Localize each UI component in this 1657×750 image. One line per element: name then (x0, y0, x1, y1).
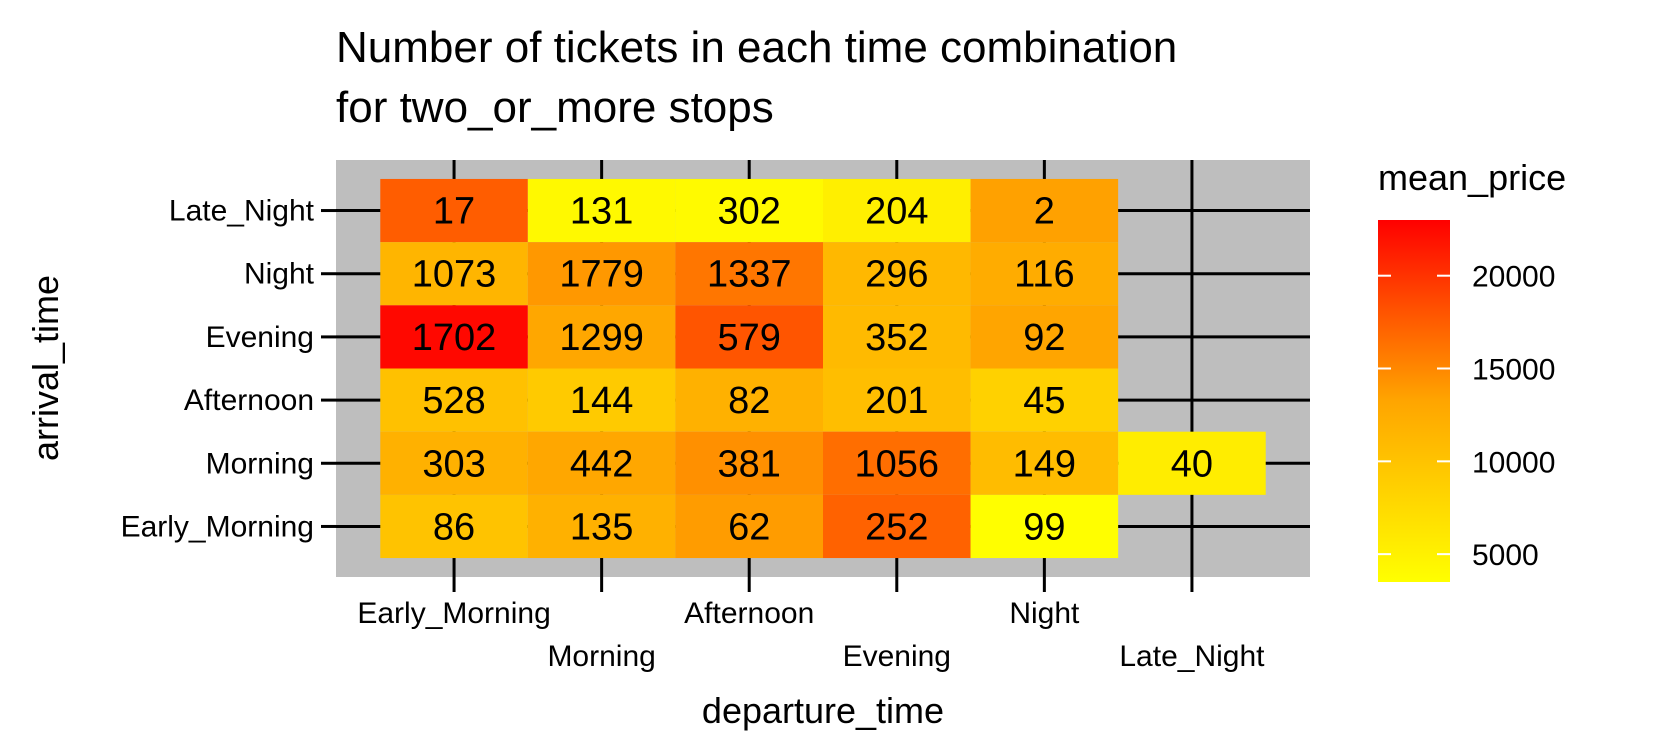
heatmap-cell (675, 242, 823, 306)
y-tick-label: Evening (206, 321, 314, 354)
cell-count-label: 99 (1023, 506, 1065, 548)
heatmap-cell (970, 305, 1119, 369)
heatmap-cell (380, 431, 528, 495)
heatmap-cell (970, 431, 1119, 495)
heatmap-cell (1118, 431, 1266, 495)
x-tick-label: Early_Morning (357, 597, 550, 630)
cell-count-label: 303 (422, 443, 485, 485)
cell-count-label: 1702 (412, 317, 497, 359)
legend-tick-label: 15000 (1472, 354, 1555, 387)
x-tick-label: Night (1009, 597, 1080, 630)
legend-title: mean_price (1378, 157, 1566, 198)
cell-count-label: 144 (570, 380, 633, 422)
cell-count-label: 45 (1023, 380, 1065, 422)
legend-tick-label: 20000 (1472, 261, 1555, 294)
y-tick-label: Night (244, 258, 315, 291)
x-tick-label: Late_Night (1119, 640, 1265, 673)
heatmap-cell (823, 368, 971, 432)
legend-ticks: 5000 10000 15000 20000 (1378, 261, 1555, 572)
heatmap-cell (380, 242, 528, 306)
cell-count-label: 381 (718, 443, 781, 485)
heatmap-cell (380, 494, 528, 559)
cell-count-label: 116 (1014, 254, 1075, 296)
heatmap-cell (675, 305, 823, 369)
heatmap-cell (527, 305, 676, 369)
heatmap-cell (823, 431, 971, 495)
cell-count-label: 442 (570, 443, 633, 485)
chart-subtitle: for two_or_more stops (336, 83, 774, 132)
heatmap-cell (675, 178, 823, 243)
cell-count-label: 579 (718, 317, 781, 359)
cell-count-label: 92 (1023, 317, 1065, 359)
cell-count-label: 201 (865, 380, 928, 422)
heatmap-cell (527, 242, 676, 306)
cell-count-label: 149 (1013, 443, 1076, 485)
heatmap-cell (380, 178, 528, 243)
heatmap-cell (970, 242, 1119, 306)
y-axis-title: arrival_time (25, 275, 66, 461)
cell-count-label: 82 (728, 380, 770, 422)
heatmap-cell (823, 305, 971, 369)
heatmap-cell (823, 178, 971, 243)
legend-tick-label: 5000 (1472, 539, 1539, 572)
cell-count-label: 296 (865, 254, 928, 296)
heatmap-cell (970, 368, 1119, 432)
y-tick-label: Afternoon (184, 384, 314, 417)
y-tick-label: Morning (206, 447, 314, 480)
heatmap-cell (675, 368, 823, 432)
cell-count-label: 1337 (707, 254, 792, 296)
heatmap-cell (527, 431, 676, 495)
heatmap-cell (380, 368, 528, 432)
cell-count-label: 1779 (559, 254, 644, 296)
legend-tick-label: 10000 (1472, 446, 1555, 479)
heatmap-cell (675, 431, 823, 495)
cell-count-label: 352 (865, 317, 928, 359)
cell-count-label: 135 (570, 506, 633, 548)
cell-count-label: 1299 (559, 317, 644, 359)
cell-count-label: 1073 (412, 254, 497, 296)
heatmap-cell (823, 242, 971, 306)
cell-count-label: 17 (433, 191, 475, 233)
cell-count-label: 40 (1171, 443, 1213, 485)
cell-count-label: 1056 (855, 443, 940, 485)
heatmap-cells: 17 131 302 204 2 1073 1779 1337 296 116 1702 1299 57… (380, 178, 1266, 559)
cell-count-label: 62 (728, 506, 770, 548)
heatmap-cell (675, 494, 823, 559)
x-axis-title: departure_time (702, 690, 944, 731)
x-tick-label: Morning (547, 640, 655, 673)
heatmap-cell (970, 178, 1119, 243)
cell-count-label: 86 (433, 506, 475, 548)
x-tick-label: Evening (843, 640, 951, 673)
cell-count-label: 252 (865, 506, 928, 548)
y-axis-ticks: Early_Morning Morning Afternoon Evening Nigh… (121, 195, 336, 543)
cell-count-label: 204 (865, 191, 928, 233)
heatmap-cell (527, 368, 676, 432)
cell-count-label: 302 (718, 191, 781, 233)
y-tick-label: Late_Night (169, 195, 315, 228)
x-tick-label: Afternoon (684, 597, 814, 630)
cell-count-label: 2 (1034, 191, 1055, 233)
cell-count-label: 528 (422, 380, 485, 422)
y-tick-label: Early_Morning (121, 510, 314, 543)
heatmap-cell (380, 305, 528, 369)
cell-count-label: 131 (570, 191, 633, 233)
heatmap-cell (970, 494, 1119, 559)
chart-title: Number of tickets in each time combinati… (336, 23, 1177, 72)
heatmap-cell (527, 494, 676, 559)
x-axis-ticks: Early_Morning Morning Afternoon Evening Nigh… (357, 577, 1265, 673)
heatmap-cell (823, 494, 971, 559)
legend-colorbar (1378, 220, 1450, 582)
heatmap-cell (527, 178, 676, 243)
